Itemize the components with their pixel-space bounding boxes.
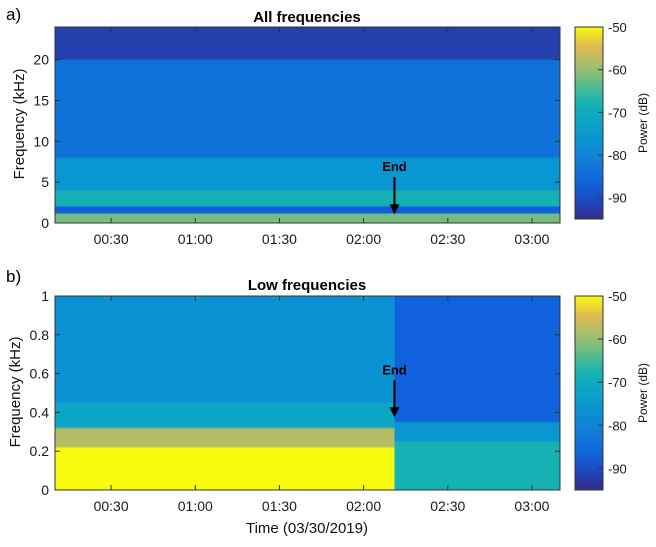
x-tick-label: 03:00 [514,231,549,247]
panel-a-label: a) [6,5,21,24]
y-tick-label: 0.6 [30,366,50,382]
x-tick-label: 01:00 [178,498,213,514]
colorbar-tick-label: -80 [608,148,627,163]
panel-a-plot-area [55,27,560,223]
x-tick-label: 02:00 [346,498,381,514]
colorbar-gradient [574,295,604,491]
power-band [55,447,394,490]
spectrogram-region [55,27,560,223]
x-tick-label: 01:30 [262,231,297,247]
colorbar-tick-label: -90 [608,191,627,206]
panel-b-colorbar: Power (dB) -50 -60 -70 -80 -90 [574,289,650,491]
y-tick-label: 1 [41,288,49,304]
power-band [55,206,560,214]
x-tick-label: 02:30 [430,498,465,514]
spectrogram-region [394,296,560,490]
panel-b-plot-area [55,296,560,490]
panel-b-axes: 0 0.2 0.4 0.6 0.8 1 00:30 01:00 01:30 02:00 02:30 0… [30,288,561,514]
x-tick-label: 02:00 [346,231,381,247]
colorbar-tick-label: -70 [608,375,627,390]
power-band [55,60,560,158]
panel-b-end-label: End [382,362,407,377]
colorbar-tick-label: -60 [608,332,627,347]
power-band [55,158,560,191]
y-tick-label: 10 [33,133,49,149]
power-band [55,428,394,447]
colorbar-tick-label: -60 [608,63,627,78]
power-band [55,296,394,403]
y-tick-label: 15 [33,93,49,109]
plot-frame [54,295,561,491]
panel-a-ylabel: Frequency (kHz) [11,69,28,180]
panel-a-colorbar: Power (dB) -50 -60 -70 -80 -90 [574,20,650,220]
panel-b-ylabel: Frequency (kHz) [7,337,24,448]
panel-b-end-annotation: End [382,362,407,418]
y-tick-label: 0.8 [30,327,50,343]
panel-b-colorbar-label: Power (dB) [636,363,650,423]
plot-frame [54,26,561,224]
x-tick-label: 01:30 [262,498,297,514]
end-arrow-head [389,407,400,418]
spectrogram-region [55,296,395,490]
x-tick-label: 01:00 [178,231,213,247]
colorbar-tick-label: -50 [608,289,627,304]
x-tick-label: 02:30 [430,231,465,247]
x-tick-label: 00:30 [94,498,129,514]
colorbar-tick-label: -90 [608,461,627,476]
colorbar-gradient [574,26,604,220]
panel-b-label: b) [6,267,21,286]
y-tick-label: 5 [41,174,49,190]
x-tick-label: 00:30 [94,231,129,247]
panel-a-end-label: End [382,159,407,174]
y-tick-label: 0.2 [30,443,50,459]
y-tick-label: 0 [41,215,49,231]
colorbar-tick-label: -80 [608,418,627,433]
colorbar-tick-label: -50 [608,20,627,35]
panel-a: a) All frequencies Frequency (kHz) 0 5 10 1… [6,5,650,247]
panel-a-axes: 0 5 10 15 20 00:30 01:00 01:30 02:00 02:30 03:00 [33,26,561,247]
panel-b: b) Low frequencies Frequency (kHz) Time … [6,267,650,537]
power-band [55,213,560,223]
power-band [55,403,394,428]
panel-a-end-annotation: End [382,159,407,215]
colorbar-tick-label: -70 [608,105,627,120]
x-tick-label: 03:00 [514,498,549,514]
power-band [55,190,560,206]
power-band [394,442,560,491]
panel-b-title: Low frequencies [248,277,366,294]
power-band [394,296,560,422]
y-tick-label: 0 [41,482,49,498]
panel-b-xlabel: Time (03/30/2019) [246,520,368,537]
y-tick-label: 20 [33,52,49,68]
y-tick-label: 0.4 [30,404,50,420]
power-band [394,422,560,441]
power-band [55,27,560,60]
panel-a-colorbar-label: Power (dB) [636,93,650,153]
end-arrow-head [389,204,400,215]
panel-a-title: All frequencies [253,9,361,26]
